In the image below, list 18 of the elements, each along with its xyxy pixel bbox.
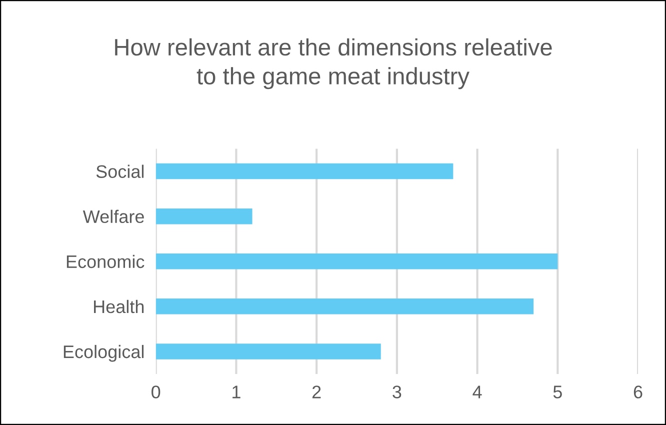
x-tick-label: 4	[472, 386, 482, 398]
x-tick-label: 3	[392, 386, 402, 398]
bar	[156, 344, 381, 360]
bar	[156, 208, 252, 224]
x-tick-label: 2	[312, 386, 321, 398]
bar	[156, 163, 454, 180]
y-tick-label: Social	[96, 164, 144, 178]
y-tick-label: Ecological	[64, 344, 144, 362]
x-tick-label: 1	[232, 386, 240, 398]
y-tick-label: Economic	[66, 254, 144, 268]
y-tick-label: Welfare	[82, 210, 144, 224]
x-tick-label: 0	[152, 386, 160, 398]
x-tick-label: 6	[634, 386, 642, 398]
y-tick-label: Health	[94, 300, 144, 314]
bar	[156, 253, 558, 270]
chart-title: How relevant are the dimensions releative to the game meat industry	[115, 38, 552, 90]
x-tick-label: 5	[553, 386, 562, 398]
bar	[156, 298, 534, 314]
